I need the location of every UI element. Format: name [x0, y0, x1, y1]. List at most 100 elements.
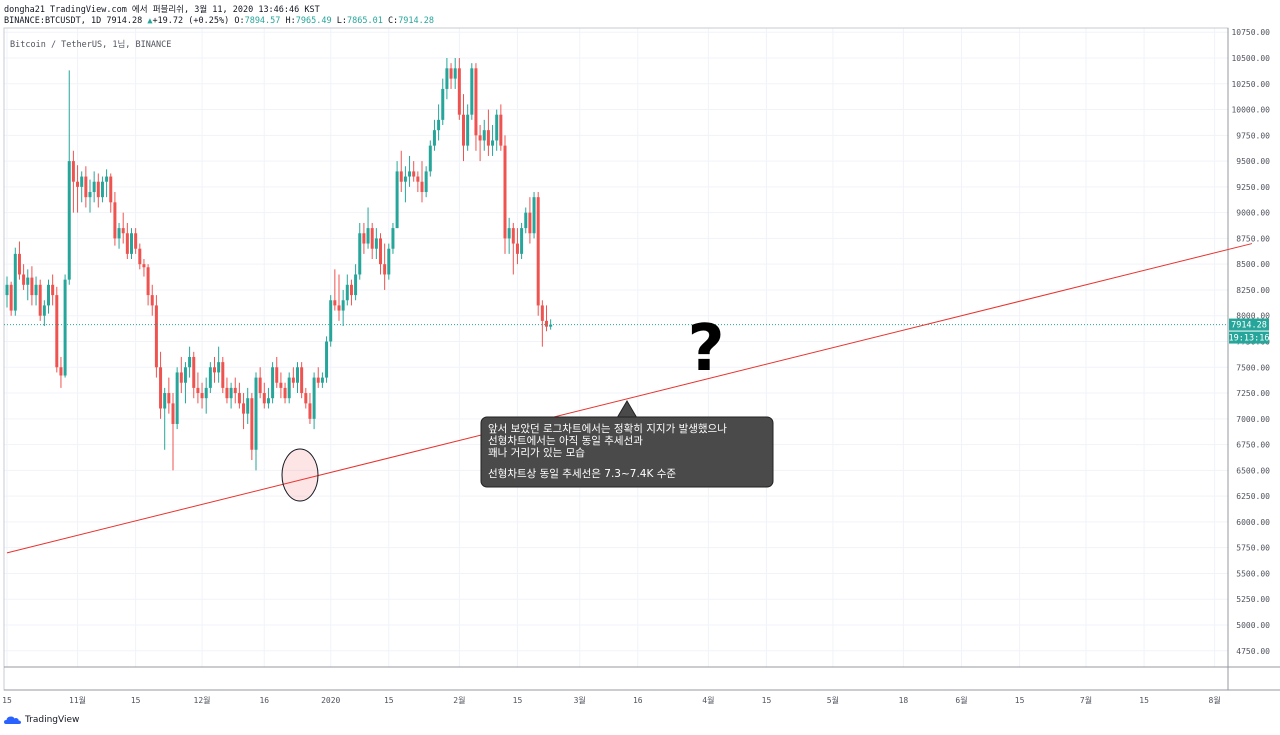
candle-body: [208, 367, 212, 388]
trendline[interactable]: [6, 243, 1253, 554]
candle-body: [345, 284, 349, 301]
time-tick-label: 5월: [827, 695, 839, 705]
grid: [4, 28, 1228, 667]
question-mark[interactable]: ?: [687, 312, 724, 386]
candle-body: [524, 212, 528, 229]
candle-body: [329, 300, 333, 342]
price-tick-label: 6500.00: [1236, 466, 1270, 475]
candle-body: [387, 248, 391, 275]
candle-body: [287, 377, 291, 399]
candle-body: [520, 228, 524, 254]
open-label: O:: [234, 16, 245, 26]
candle-body: [204, 387, 208, 399]
low-value: 7865.01: [346, 16, 383, 26]
time-tick-label: 15: [1139, 696, 1149, 705]
candle-body: [242, 403, 246, 414]
high-value: 7965.49: [295, 16, 332, 26]
candle-body: [424, 171, 428, 193]
chart-title: Bitcoin / TetherUS, 1님, BINANCE: [10, 39, 171, 50]
candle-body: [59, 367, 63, 376]
price-tick-label: 5250.00: [1236, 595, 1270, 604]
price-tick-label: 10500.00: [1231, 54, 1270, 63]
candle-body: [441, 88, 445, 120]
time-tick-label: 4월: [702, 695, 714, 705]
candle-body: [379, 238, 382, 265]
time-tick-label: 8월: [1209, 695, 1221, 705]
candle-body: [320, 377, 324, 383]
candle-body: [532, 197, 536, 234]
up-arrow-icon: ▲: [147, 16, 153, 26]
plot-frame: [3, 27, 1229, 691]
countdown-value: 19:13:16: [1229, 334, 1270, 344]
callout-line-1: 앞서 보았던 로그차트에서는 정확히 지지가 발생했으나: [488, 422, 727, 435]
price-tick-label: 9000.00: [1236, 209, 1270, 218]
price-tick-label: 6250.00: [1236, 492, 1270, 501]
open-value: 7894.57: [244, 16, 281, 26]
candle-body: [549, 324, 553, 327]
candle-body: [399, 171, 403, 182]
time-tick-label: 7월: [1080, 695, 1092, 705]
candle-body: [146, 267, 150, 296]
candle-body: [312, 377, 316, 419]
symbol-label[interactable]: BINANCE:BTCUSDT, 1D: [4, 16, 102, 26]
candle-body: [466, 114, 470, 146]
candle-body: [511, 228, 515, 244]
price-tick-label: 6000.00: [1236, 518, 1270, 527]
support-highlight-ellipse[interactable]: [281, 448, 319, 502]
candle-body: [391, 228, 395, 249]
candle-body: [486, 130, 490, 146]
candle-body: [84, 176, 88, 198]
time-tick-label: 12월: [194, 695, 211, 705]
candle-body: [403, 176, 407, 182]
price-tick-label: 8000.00: [1236, 312, 1270, 321]
time-tick-label: 2020: [321, 696, 340, 705]
candle-body: [250, 398, 254, 450]
price-axis[interactable]: 10750.00 10500.00 10250.00 10000.00 9750.00 9…: [1231, 28, 1270, 656]
candle-body: [412, 171, 416, 177]
time-tick-label: 18: [899, 696, 909, 705]
candle-body: [374, 238, 378, 249]
candle-body: [22, 274, 26, 285]
candle-body: [233, 387, 237, 394]
last-price: 7914.28: [106, 16, 143, 26]
candle-body: [246, 398, 250, 414]
candle-body: [462, 114, 465, 146]
candle-body: [437, 119, 441, 131]
candle-body: [221, 362, 225, 388]
callout-pointer: [616, 400, 638, 419]
callout-line-3: 꽤나 거리가 있는 모습: [488, 447, 585, 459]
candle-body: [138, 248, 142, 265]
candle-body: [358, 233, 362, 275]
candle-body: [262, 393, 266, 404]
candle-body: [308, 403, 312, 419]
brand-name: TradingView: [25, 715, 80, 725]
candle-body: [545, 320, 548, 327]
candle-body: [507, 228, 511, 239]
candle-body: [300, 367, 304, 394]
candle-body: [445, 68, 449, 89]
candle-body: [229, 387, 233, 399]
candle-body: [304, 393, 308, 404]
annotation-callout[interactable]: 앞서 보았던 로그차트에서는 정확히 지지가 발생했으나 선형차트에서는 아직 …: [480, 400, 774, 488]
candle-body: [395, 171, 399, 229]
candle-body: [428, 145, 432, 172]
candle-body: [478, 135, 482, 141]
candle-body: [92, 181, 96, 193]
candles: [5, 58, 553, 471]
candle-body: [449, 68, 453, 79]
callout-box: [480, 416, 774, 488]
time-axis[interactable]: 15 11월 15 12월 16 2020 15 2월 15 3월 16 4월 15 5월 18 6월 15 7월…: [2, 695, 1221, 705]
candle-body: [47, 284, 50, 306]
tradingview-logo[interactable]: TradingView: [4, 715, 79, 725]
price-tick-label: 5750.00: [1236, 544, 1270, 553]
candle-body: [117, 228, 121, 239]
candle-body: [495, 114, 499, 141]
candle-body: [213, 367, 216, 373]
candle-body: [109, 176, 113, 203]
candle-body: [503, 145, 507, 239]
candle-body: [383, 264, 387, 275]
candle-body: [283, 387, 287, 399]
candle-body: [482, 130, 486, 141]
candle-body: [416, 176, 420, 182]
